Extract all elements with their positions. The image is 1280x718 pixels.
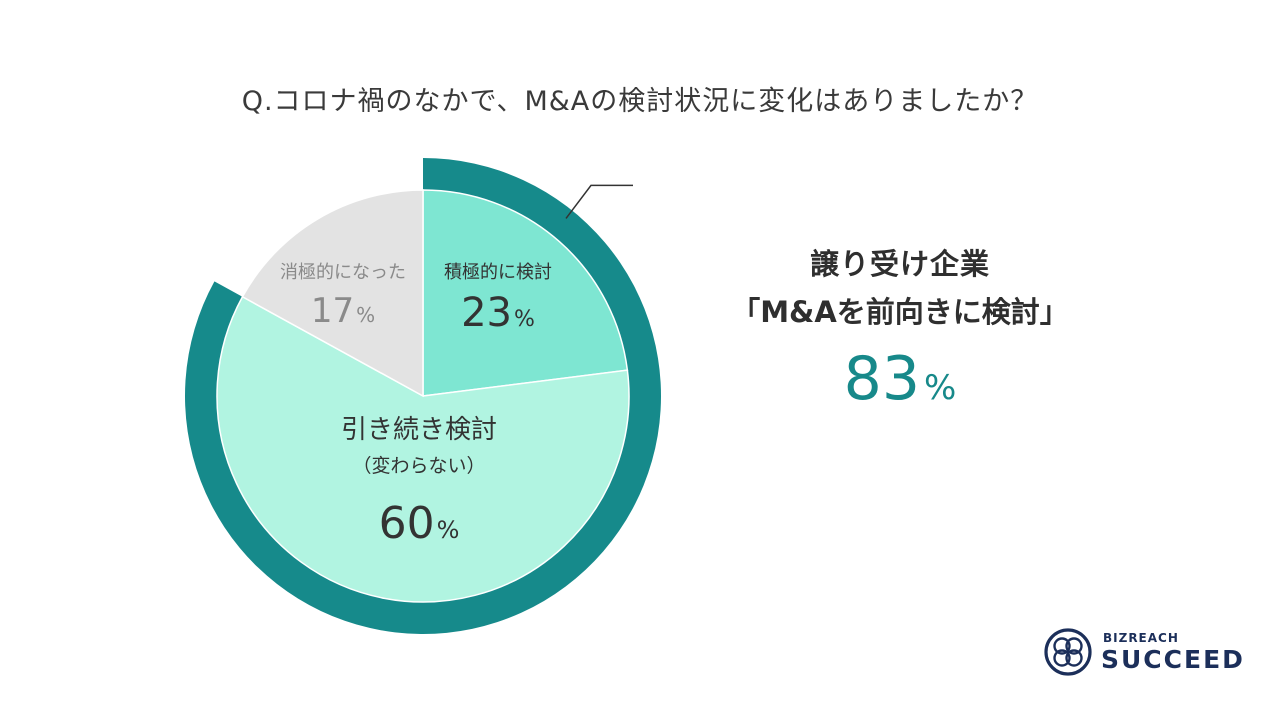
slice-label: 消極的になった	[280, 262, 406, 283]
callout-number: 83	[843, 344, 921, 414]
callout-unit: %	[924, 368, 957, 408]
logo-mark-icon	[1044, 628, 1092, 676]
highlight-callout: 譲り受け企業 「M&Aを前向きに検討」 83%	[690, 240, 1110, 429]
slice-value-label: 23%	[461, 290, 535, 336]
bizreach-succeed-logo: BIZREACH SUCCEED	[1043, 627, 1243, 683]
slice-sublabel: （変わらない）	[352, 455, 485, 477]
chart-title: Q.コロナ禍のなかで、M&Aの検討状況に変化はありましたか？	[241, 86, 1039, 117]
callout-line2: 「M&Aを前向きに検討」	[731, 295, 1069, 329]
logo-brand-bottom: SUCCEED	[1101, 645, 1245, 674]
slice-value-label: 60%	[379, 498, 460, 549]
pie-slice	[422, 189, 629, 397]
callout-line1: 譲り受け企業	[809, 247, 990, 281]
slice-value-label: 17%	[311, 291, 375, 331]
slice-label: 引き続き検討	[341, 415, 497, 445]
logo-brand-top: BIZREACH	[1103, 631, 1179, 645]
slice-label: 積極的に検討	[444, 262, 552, 283]
callout-value: 83%	[690, 344, 1110, 429]
pie-slice	[241, 189, 424, 398]
callout-leader-line	[565, 184, 634, 219]
pie-slice	[216, 295, 630, 603]
